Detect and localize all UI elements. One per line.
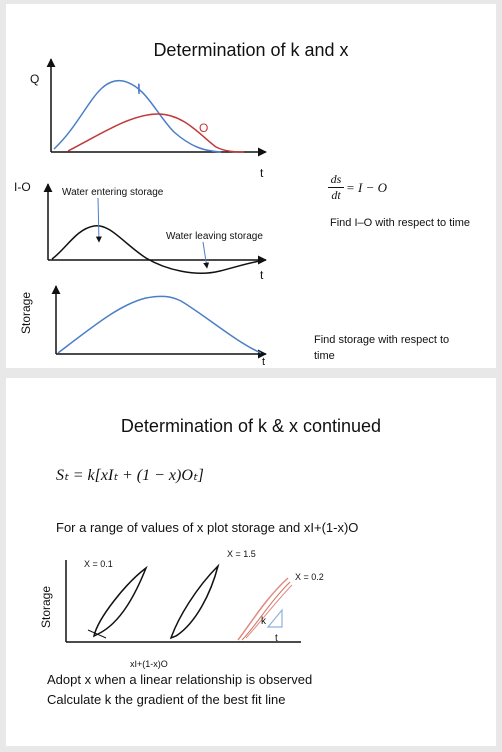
instruction-text: For a range of values of x plot storage … [56,520,359,535]
loop-x-1.5 [169,563,220,640]
storage-axis-label: Storage [19,291,33,335]
storage-graph [51,285,267,359]
equation-rhs: = I − O [346,180,388,195]
muskingum-equation: Sₜ = k[xIₜ + (1 − x)Oₜ] [56,467,204,484]
storage-vs-weighted-flow-plot [65,560,301,643]
storage-note: Find storage with respect to time [314,334,450,362]
entering-pointer [95,197,102,243]
io-graph [43,183,267,274]
io-axis-label: I-O [14,180,31,194]
slide-title: Determination of k and x [153,40,349,60]
equation-fraction-bar [328,187,344,188]
slide-title: Determination of k & x continued [120,416,382,436]
conclusion-line-1: Adopt x when a linear relationship is ob… [47,672,313,687]
triangle-k-label: k [261,616,266,627]
loop-x-0.2-b [241,581,291,641]
loop-x-0.1 [92,565,148,638]
loop-x-0.1-tail [87,629,107,639]
water-entering-annotation: Water entering storage [62,187,164,198]
water-leaving-annotation: Water leaving storage [166,231,263,242]
inflow-hydrograph [53,80,222,153]
equation-numerator: ds [330,172,342,186]
outflow-hydrograph [67,113,245,153]
plot-x-label: xI+(1-x)O [130,659,168,669]
loop-label-x-0.1: X = 0.1 [84,559,113,569]
loop-x-0.2-c [245,584,293,639]
outflow-label: O [199,121,209,135]
q-graph-t-label: t [260,166,264,180]
io-note: Find I–O with respect to time [330,217,470,229]
slide-2: Determination of k & x continued Sₜ = k[… [6,378,496,746]
triangle-t-label: t [275,633,278,644]
plot-y-label: Storage [39,585,53,629]
conclusion-line-2: Calculate k the gradient of the best fit… [47,692,286,707]
equation-denominator: dt [331,188,341,202]
leaving-pointer [202,241,210,269]
storage-graph-t-label: t [262,356,266,368]
storage-curve [57,295,262,354]
io-curve [51,225,262,274]
loop-x-0.2 [237,577,289,641]
loop-label-x-0.2: X = 0.2 [295,572,324,582]
io-graph-t-label: t [260,268,264,282]
discharge-graph [46,58,267,157]
slide-1: Determination of k and x [6,4,496,368]
inflow-label: I [137,81,141,95]
loop-label-x-1.5: X = 1.5 [227,549,256,559]
slide1-graphs [43,58,267,359]
gradient-triangle [266,608,283,628]
q-axis-label: Q [30,72,40,86]
